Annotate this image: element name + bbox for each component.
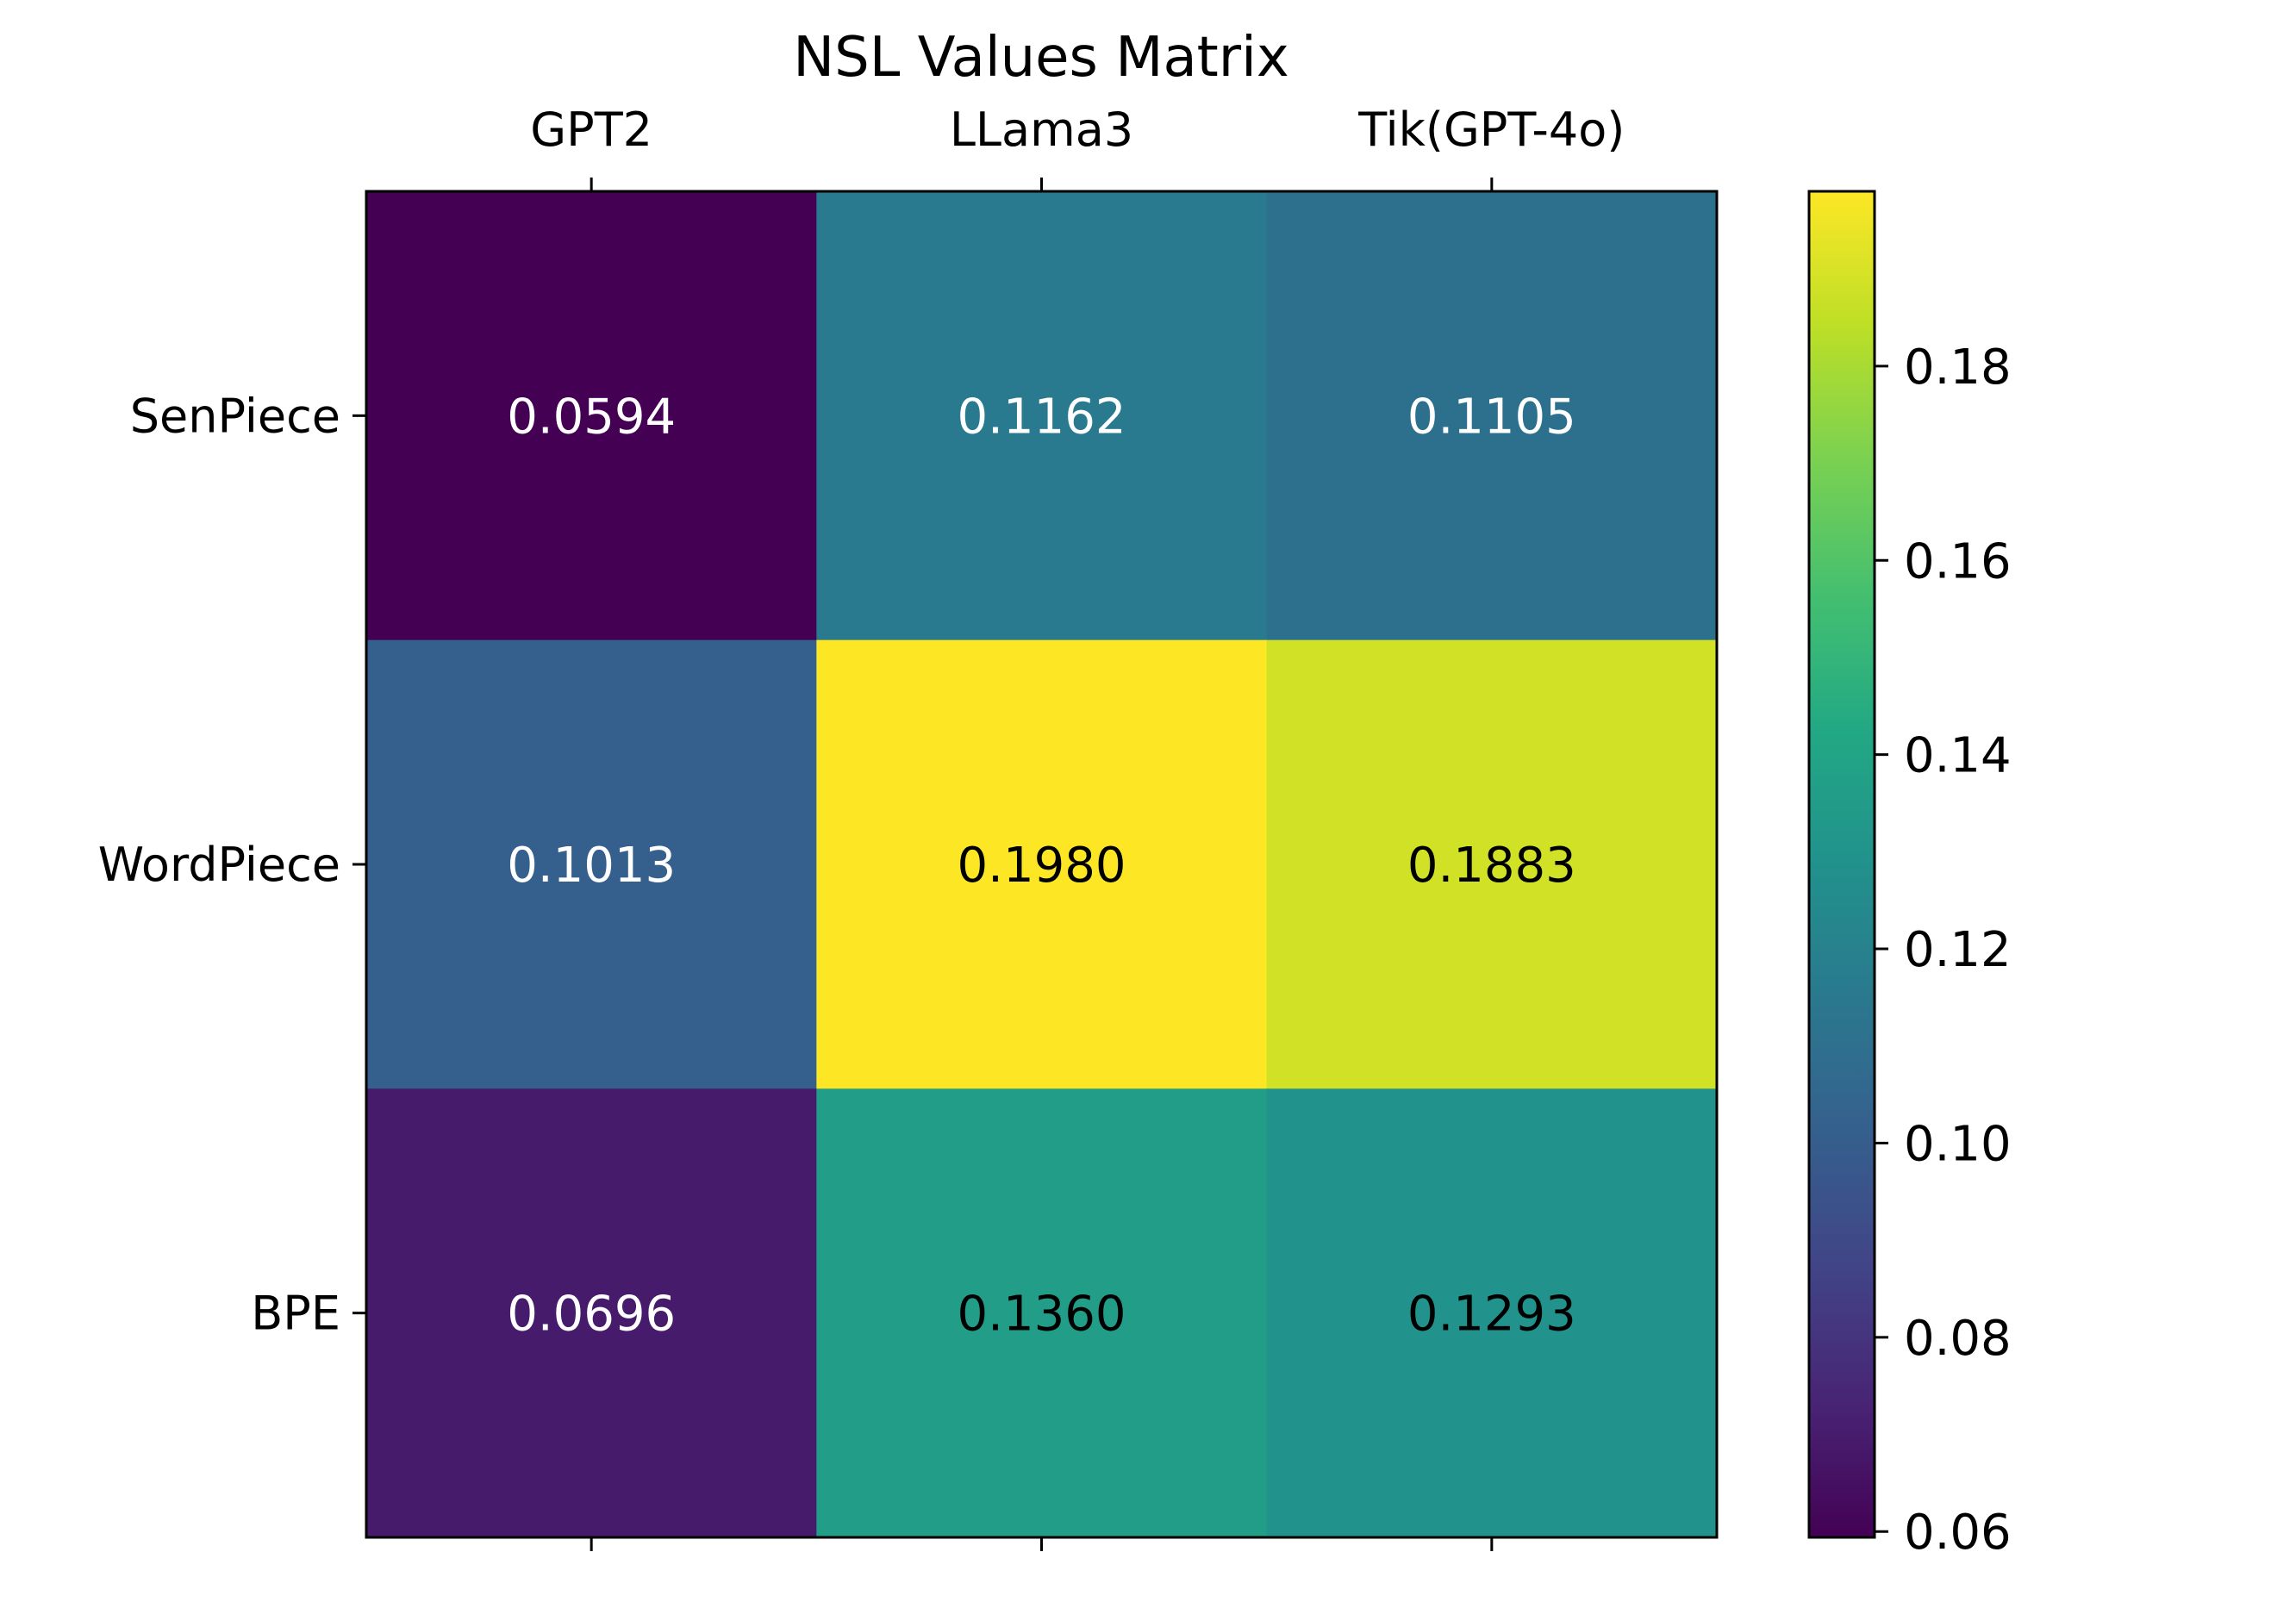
heatmap-cell bbox=[366, 1088, 817, 1538]
colorbar bbox=[1807, 190, 1876, 1539]
colorbar-axis: 0.06 0.08 0.10 0.12 0.14 0.16 0.18 bbox=[1875, 340, 2012, 1561]
heatmap-cell bbox=[816, 191, 1268, 641]
x-tick-label: GPT2 bbox=[530, 103, 652, 157]
colorbar-tick-label: 0.06 bbox=[1904, 1505, 2012, 1561]
cell-value-label: 0.0594 bbox=[507, 389, 676, 445]
heatmap-cell bbox=[366, 191, 817, 641]
heatmap-cell bbox=[366, 639, 817, 1089]
cell-value-label: 0.1105 bbox=[1407, 389, 1576, 445]
cell-value-label: 0.1162 bbox=[958, 389, 1126, 445]
colorbar-tick-label: 0.08 bbox=[1904, 1311, 2012, 1367]
cell-value-label: 0.1360 bbox=[958, 1287, 1126, 1343]
y-tick-label: BPE bbox=[251, 1287, 340, 1341]
x-axis: GPT2 LLama3 Tik(GPT-4o) bbox=[530, 103, 1625, 1551]
y-axis: SenPiece WordPiece BPE bbox=[98, 389, 366, 1341]
chart-title: NSL Values Matrix bbox=[793, 26, 1288, 90]
y-tick-label: WordPiece bbox=[98, 838, 340, 892]
colorbar-tick-label: 0.10 bbox=[1904, 1116, 2012, 1172]
colorbar-tick-label: 0.12 bbox=[1904, 922, 2012, 978]
x-tick-label: Tik(GPT-4o) bbox=[1357, 103, 1625, 157]
cell-value-label: 0.1293 bbox=[1407, 1287, 1576, 1343]
cell-value-label: 0.1883 bbox=[1407, 838, 1576, 894]
colorbar-tick-label: 0.18 bbox=[1904, 340, 2012, 396]
colorbar-tick-label: 0.14 bbox=[1904, 728, 2012, 784]
x-tick-label: LLama3 bbox=[950, 103, 1133, 157]
cell-value-label: 0.0696 bbox=[507, 1287, 676, 1343]
colorbar-tick-label: 0.16 bbox=[1904, 533, 2012, 589]
heatmap-cell bbox=[1266, 191, 1718, 641]
cell-value-label: 0.1013 bbox=[507, 838, 676, 894]
heatmap-cell bbox=[1266, 639, 1718, 1089]
heatmap-cell bbox=[816, 639, 1268, 1089]
y-tick-label: SenPiece bbox=[130, 389, 340, 443]
heatmap-cells: 0.0594 0.1162 0.1105 0.1013 0.1980 0.1883 0.06… bbox=[366, 191, 1718, 1538]
heatmap-cell bbox=[816, 1088, 1268, 1538]
heatmap-cell bbox=[1266, 1088, 1718, 1538]
cell-value-label: 0.1980 bbox=[958, 838, 1126, 894]
